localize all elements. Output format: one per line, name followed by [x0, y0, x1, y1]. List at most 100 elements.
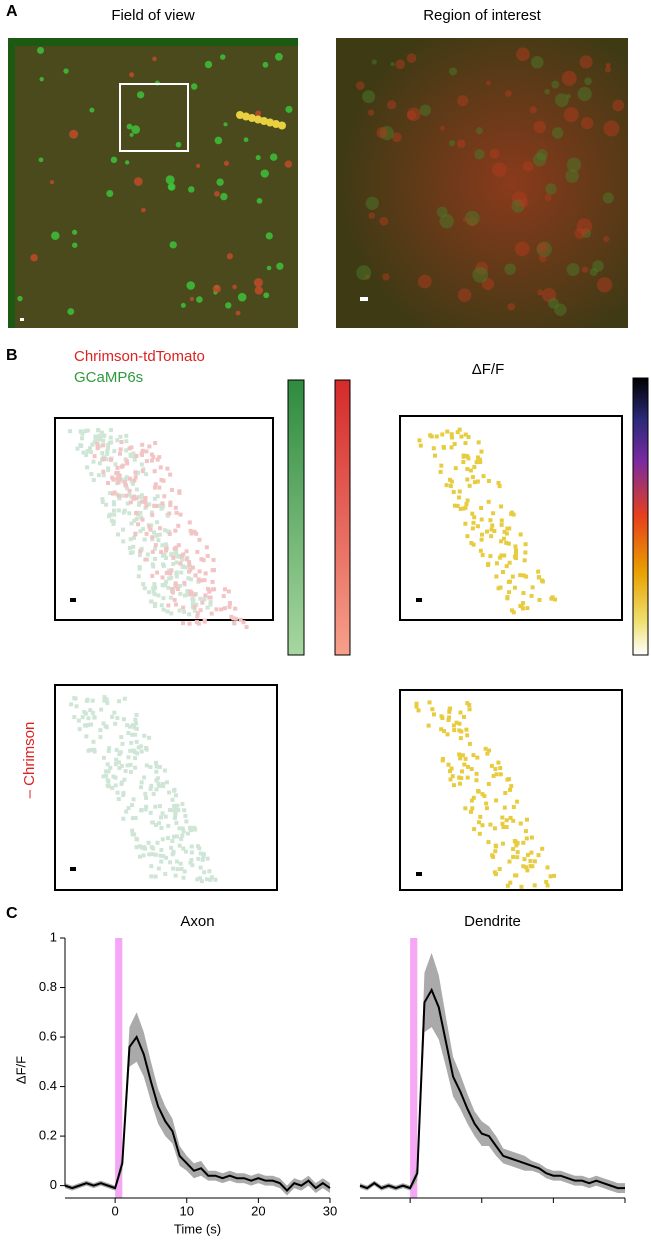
pixel: [205, 553, 210, 558]
pixel: [459, 769, 464, 774]
pixel: [110, 785, 115, 790]
pixel: [498, 766, 503, 771]
pixel: [198, 865, 203, 870]
pixel: [119, 764, 124, 769]
pixel: [152, 592, 157, 597]
pixel: [134, 739, 139, 744]
process: [448, 67, 458, 76]
pixel: [139, 780, 144, 785]
pixel: [444, 483, 449, 488]
pixel: [515, 855, 520, 860]
pixel: [133, 531, 138, 536]
pixel: [167, 790, 172, 795]
pixel: [106, 779, 111, 784]
pixel: [92, 454, 97, 459]
cell: [278, 121, 286, 130]
pixel: [127, 476, 132, 481]
pixel: [144, 449, 149, 454]
pixel: [430, 707, 435, 712]
pixel: [159, 603, 164, 608]
pixel: [113, 462, 118, 467]
cells: [17, 46, 293, 316]
pixel: [95, 442, 100, 447]
pixel: [461, 459, 466, 464]
pixel: [486, 561, 491, 566]
pixel: [467, 707, 472, 712]
pixel: [155, 494, 160, 499]
processes: [355, 47, 625, 317]
pixel: [448, 769, 453, 774]
pixel: [455, 430, 460, 435]
pixel: [524, 836, 529, 841]
process: [602, 192, 614, 204]
cell: [269, 153, 278, 161]
process: [548, 297, 559, 309]
process: [551, 80, 560, 89]
pixel: [114, 470, 119, 475]
pixel: [433, 453, 438, 458]
pixel: [221, 594, 226, 599]
cell: [266, 265, 272, 271]
pixel: [93, 438, 98, 443]
pixel: [199, 578, 204, 583]
pixel: [175, 587, 180, 592]
pixel: [131, 723, 136, 728]
pixel: [107, 746, 112, 751]
cell: [237, 292, 247, 302]
process: [417, 274, 432, 289]
pixel: [147, 444, 152, 449]
pixel: [472, 465, 477, 470]
pixel: [474, 771, 479, 776]
pixel: [106, 481, 111, 486]
cell: [141, 207, 146, 213]
pixel: [439, 727, 444, 732]
pixel: [491, 511, 496, 516]
pixel: [150, 820, 155, 825]
pixel: [140, 845, 145, 850]
pixel: [505, 883, 510, 888]
pixel: [139, 749, 144, 754]
pixel: [172, 816, 177, 821]
pixel: [142, 845, 147, 850]
pixel: [164, 579, 169, 584]
pixel: [475, 455, 480, 460]
pixel: [195, 614, 200, 619]
pixel: [158, 815, 163, 820]
pixel: [157, 783, 162, 788]
cell: [212, 284, 221, 293]
process: [577, 86, 592, 102]
pixel: [131, 535, 136, 540]
pixel: [182, 609, 187, 614]
pixel: [134, 511, 139, 516]
pixel: [521, 864, 526, 869]
pixel: [111, 774, 116, 779]
pixel: [187, 560, 192, 565]
process: [563, 107, 579, 123]
pixel: [189, 850, 194, 855]
pixel: [92, 749, 97, 754]
pixel: [470, 526, 475, 531]
pixel: [464, 727, 469, 732]
pixel: [86, 716, 91, 721]
pixel: [529, 835, 534, 840]
pixel: [123, 483, 128, 488]
pixel: [182, 580, 187, 585]
pixel: [168, 500, 173, 505]
pixel: [463, 441, 468, 446]
pixel: [156, 538, 161, 543]
pixel: [144, 747, 149, 752]
pixel: [150, 452, 155, 457]
pixel: [202, 870, 207, 875]
process: [522, 161, 534, 172]
pixel: [518, 532, 523, 537]
pixel: [203, 571, 208, 576]
process: [419, 104, 431, 116]
pixel: [162, 494, 167, 499]
pixel: [491, 773, 496, 778]
pixel: [113, 721, 118, 726]
pixel: [477, 831, 482, 836]
pixel: [111, 477, 116, 482]
pixel: [445, 429, 450, 434]
pixel: [151, 564, 156, 569]
mean-line: [64, 1035, 331, 1193]
